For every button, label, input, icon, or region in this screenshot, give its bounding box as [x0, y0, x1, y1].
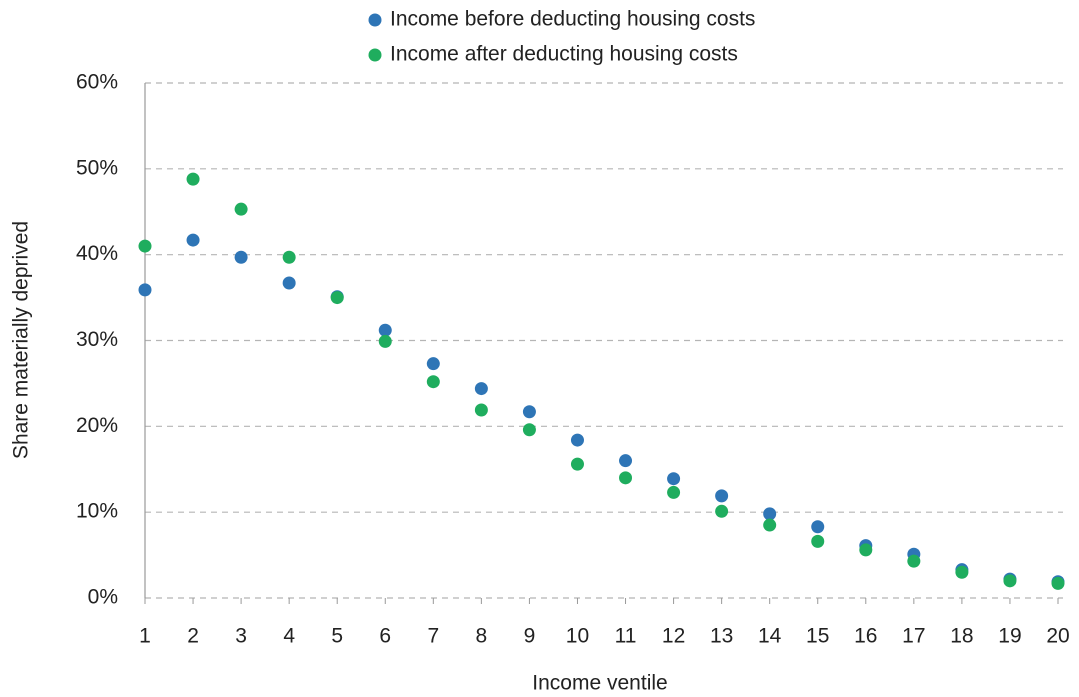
y-axis-label: Share materially deprived — [10, 221, 33, 459]
point — [763, 518, 777, 532]
y-tick-label: 30% — [76, 328, 118, 351]
point — [619, 471, 633, 485]
y-tick-label: 0% — [88, 586, 118, 609]
x-tick-label: 7 — [427, 625, 439, 648]
point — [811, 520, 825, 534]
y-tick-label: 20% — [76, 414, 118, 437]
point — [234, 250, 248, 264]
x-axis-label: Income ventile — [532, 672, 667, 695]
x-tick-label: 14 — [758, 625, 782, 648]
point — [186, 233, 200, 247]
point — [138, 239, 152, 253]
y-tick-label: 50% — [76, 156, 118, 179]
y-tick-label: 60% — [76, 71, 118, 94]
point — [330, 291, 344, 305]
point — [426, 375, 440, 389]
x-tick-label: 19 — [998, 625, 1021, 648]
point — [282, 276, 296, 290]
x-tick-label: 9 — [524, 625, 536, 648]
point — [1003, 574, 1017, 588]
x-tick-label: 11 — [615, 625, 637, 648]
legend-marker — [368, 13, 382, 27]
legend-marker — [368, 48, 382, 62]
point — [234, 202, 248, 216]
point — [570, 433, 584, 447]
x-tick-label: 17 — [902, 625, 925, 648]
x-tick-label: 5 — [331, 625, 343, 648]
x-tick-label: 20 — [1046, 625, 1069, 648]
point — [1051, 576, 1065, 590]
legend-label: Income before deducting housing costs — [390, 8, 755, 31]
point — [426, 357, 440, 371]
x-tick-label: 6 — [379, 625, 391, 648]
y-tick-label: 40% — [76, 242, 118, 265]
x-tick-label: 18 — [950, 625, 973, 648]
point — [474, 403, 488, 417]
legend-label: Income after deducting housing costs — [390, 43, 738, 66]
point — [811, 534, 825, 548]
point — [522, 423, 536, 437]
x-tick-label: 13 — [710, 625, 733, 648]
point — [282, 250, 296, 264]
point — [522, 405, 536, 419]
x-tick-label: 10 — [566, 625, 589, 648]
x-tick-label: 15 — [806, 625, 829, 648]
point — [907, 554, 921, 568]
x-tick-label: 16 — [854, 625, 877, 648]
point — [138, 283, 152, 297]
point — [378, 334, 392, 348]
x-tick-label: 1 — [139, 625, 151, 648]
point — [619, 454, 633, 468]
x-tick-label: 8 — [476, 625, 488, 648]
x-tick-label: 12 — [662, 625, 685, 648]
point — [474, 382, 488, 396]
point — [186, 172, 200, 186]
x-tick-label: 4 — [283, 625, 295, 648]
point — [715, 489, 729, 503]
x-tick-label: 3 — [235, 625, 247, 648]
point — [667, 472, 681, 486]
point — [715, 504, 729, 518]
point — [859, 543, 873, 557]
point — [570, 457, 584, 471]
point — [378, 323, 392, 337]
x-tick-label: 2 — [187, 625, 199, 648]
y-tick-label: 10% — [76, 500, 118, 523]
point — [763, 507, 777, 521]
point — [667, 485, 681, 499]
point — [955, 565, 969, 579]
